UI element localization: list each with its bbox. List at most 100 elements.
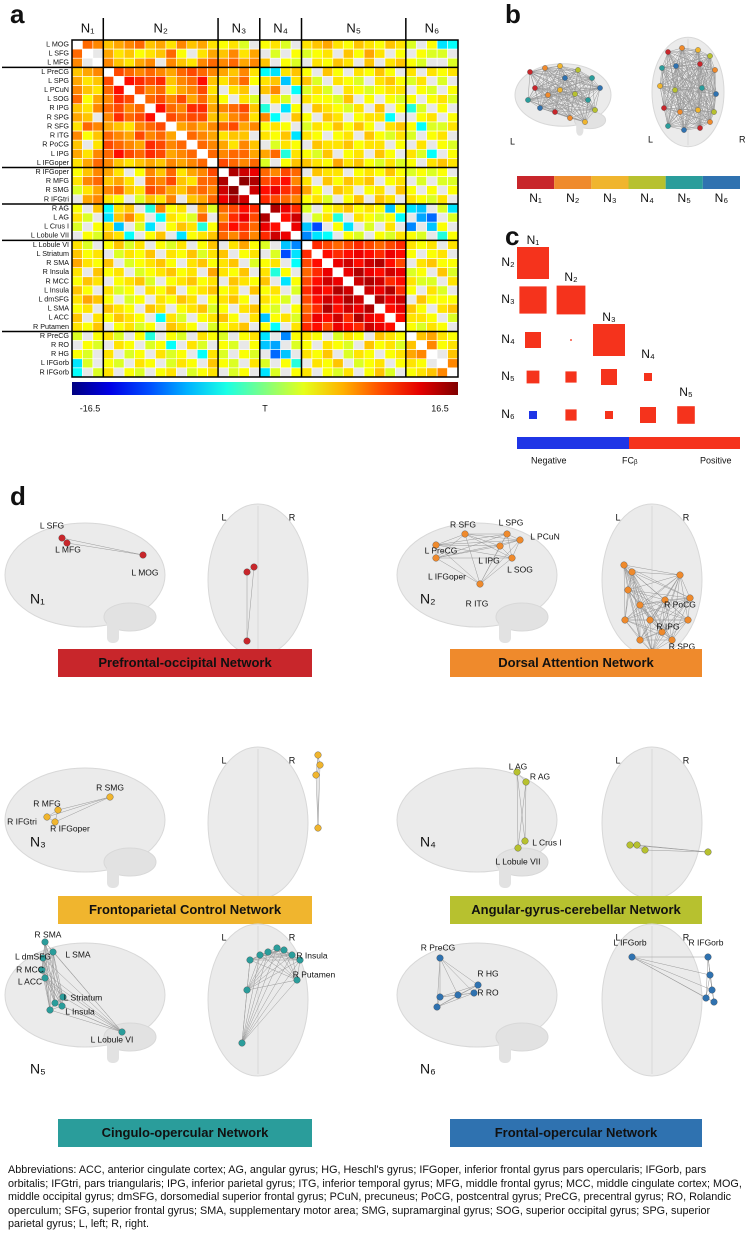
heatmap-cell (405, 76, 417, 86)
heatmap-cell (102, 340, 115, 350)
heatmap-cell (311, 48, 323, 59)
connection (544, 67, 566, 79)
heatmap-cell (92, 340, 104, 350)
heatmap-cell (228, 121, 240, 132)
heatmap-cell (384, 240, 396, 250)
heatmap-cell (207, 85, 219, 95)
heatmap-cell (228, 39, 240, 50)
heatmap-cell (238, 112, 250, 123)
heatmap-cell (92, 367, 104, 378)
heatmap-cell (92, 203, 104, 214)
heatmap-cell (217, 285, 229, 296)
node-label: R IPG (656, 621, 679, 631)
connection (663, 65, 677, 109)
heatmap-cell (102, 148, 115, 159)
heatmap-cell (228, 312, 240, 323)
heatmap-cell (322, 212, 334, 223)
heatmap-cell (102, 85, 115, 95)
heatmap-cell (82, 240, 94, 250)
heatmap-cell (395, 267, 407, 278)
connection (547, 94, 571, 119)
node-label: R PoCG (664, 599, 696, 609)
heatmap-cell (426, 367, 438, 378)
heatmap-cell (301, 367, 313, 378)
heatmap-cell (332, 185, 344, 196)
heatmap-cell (259, 294, 271, 305)
connection (44, 977, 63, 1007)
connection (699, 87, 703, 129)
heatmap-cell (405, 194, 417, 205)
heatmap-cell (207, 167, 219, 177)
heatmap-cell (249, 312, 261, 323)
heatmap-cell (374, 367, 386, 378)
heatmap-cell (238, 57, 250, 68)
connection (623, 564, 673, 641)
heatmap-cell (290, 139, 302, 150)
heatmap-cell (436, 203, 448, 214)
heatmap-cell (249, 148, 261, 159)
node (697, 125, 703, 131)
heatmap-cell (311, 167, 323, 177)
heatmap-cell (113, 294, 125, 305)
connection (291, 954, 298, 981)
heatmap-cell (123, 285, 135, 296)
row-label: R PoCG (42, 140, 69, 149)
fc-bar-positive (629, 437, 740, 449)
node (681, 127, 687, 133)
connection (714, 69, 717, 95)
heatmap-cell (238, 249, 250, 259)
heatmap-cell (311, 203, 323, 214)
heatmap-cell (123, 203, 135, 214)
heatmap-cell (186, 103, 198, 114)
heatmap-cell (342, 294, 354, 305)
connection (671, 597, 691, 641)
node (684, 616, 692, 624)
heatmap-cell (196, 85, 208, 95)
heatmap-cell (405, 203, 417, 214)
heatmap-cell (301, 94, 313, 105)
heatmap-cell (374, 39, 386, 50)
heatmap-cell (238, 148, 250, 159)
heatmap-cell (332, 76, 344, 86)
heatmap-cell (207, 139, 219, 150)
heatmap-cell (155, 267, 167, 278)
connection (631, 571, 691, 599)
heatmap-cell (395, 39, 407, 50)
heatmap-cell (186, 39, 198, 50)
node (436, 954, 444, 962)
heatmap-cell (71, 103, 83, 114)
heatmap-cell (415, 367, 428, 378)
connection (683, 55, 711, 131)
heatmap-cell (176, 121, 188, 132)
heatmap-cell (384, 285, 396, 296)
heatmap-cell (311, 67, 323, 77)
heatmap-cell (384, 39, 396, 50)
node (43, 813, 51, 821)
heatmap-cell (228, 249, 240, 259)
node (280, 946, 288, 954)
heatmap-cell (395, 240, 407, 250)
fc-col-label: N₅ (679, 385, 693, 399)
connection (435, 533, 508, 546)
heatmap-cell (395, 121, 407, 132)
node (710, 998, 718, 1006)
heatmap-cell (415, 158, 428, 168)
connection (527, 65, 561, 101)
side-label: L (221, 932, 226, 942)
heatmap-cell (374, 85, 386, 95)
heatmap-cell (301, 194, 313, 205)
node (711, 109, 717, 115)
node (665, 49, 671, 55)
heatmap-cell (71, 121, 83, 132)
heatmap-cell (144, 158, 156, 168)
connection (554, 99, 589, 113)
heatmap-cell (269, 130, 281, 141)
heatmap-cell (123, 76, 135, 86)
connection (439, 957, 459, 996)
heatmap-cell (144, 230, 156, 241)
connection (554, 93, 576, 113)
row-label: R MCC (45, 276, 69, 285)
heatmap-cell (92, 130, 104, 141)
connection (667, 125, 701, 129)
heatmap-cell (395, 94, 407, 105)
